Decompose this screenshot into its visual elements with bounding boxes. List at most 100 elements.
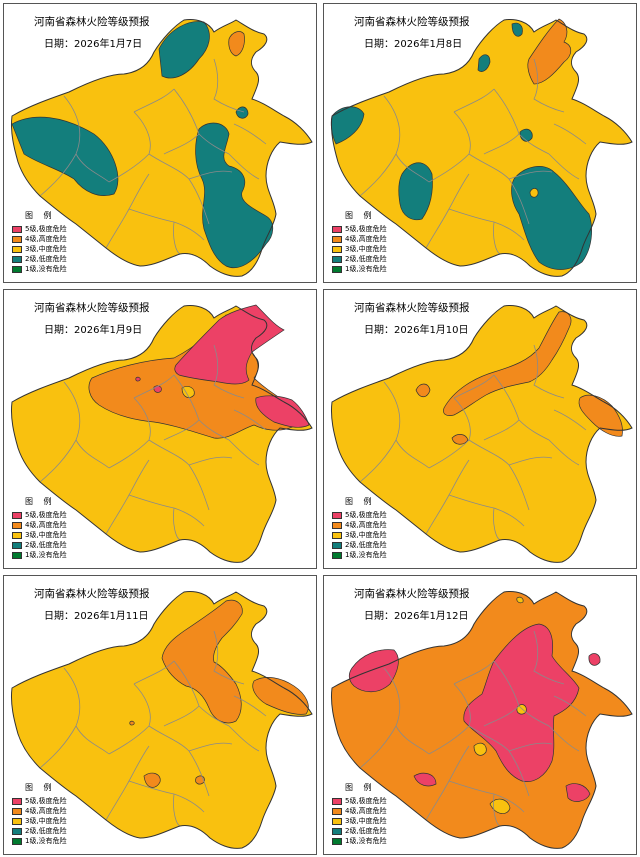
legend-item: 5级,极度危险 — [12, 796, 67, 806]
region-border — [553, 123, 587, 145]
legend-item: 2级,低度危险 — [332, 826, 387, 836]
legend-item: 4级,高度危险 — [12, 234, 67, 244]
region-border — [188, 742, 233, 752]
region-borders — [39, 344, 267, 541]
region-border — [163, 705, 200, 727]
region-borders — [359, 344, 587, 541]
province-outline — [331, 305, 633, 563]
zone-level5 — [463, 623, 580, 782]
region-border — [359, 153, 397, 197]
region-border — [188, 170, 233, 180]
region-borders — [359, 58, 587, 255]
henan-map — [11, 304, 313, 563]
map-panel-4: 河南省森林火险等级预报 日期：2026年1月10日 图 例 5级,极度危险 4级… — [323, 289, 637, 569]
region-border — [508, 170, 553, 180]
legend-title: 图 例 — [345, 497, 376, 506]
region-border — [228, 153, 260, 180]
zone-level2 — [477, 54, 491, 72]
zone-level3 — [516, 596, 524, 604]
legend-item: 3级,中度危险 — [12, 816, 67, 826]
legend-item: 5级,极度危险 — [332, 796, 387, 806]
region-border — [39, 153, 77, 197]
region-border — [548, 439, 580, 466]
region-borders — [39, 58, 267, 255]
map-panel-2: 河南省森林火险等级预报 日期：2026年1月8日 图 例 5级,极度危险 4级,… — [323, 3, 637, 283]
date-value: 2026年1月10日 — [394, 325, 469, 336]
date-value: 2026年1月11日 — [74, 611, 149, 622]
zone-level2 — [511, 22, 523, 37]
map-title: 河南省森林火险等级预报 — [354, 588, 470, 600]
region-border — [493, 507, 501, 541]
region-border — [493, 221, 501, 255]
region-border — [133, 660, 175, 685]
legend-item: 4级,高度危险 — [332, 234, 387, 244]
map-date: 日期：2026年1月9日 — [44, 321, 142, 336]
region-border — [533, 630, 565, 685]
henan-map — [11, 591, 313, 849]
region-border — [553, 695, 587, 717]
region-border — [173, 793, 181, 827]
legend-item: 1级,没有危险 — [332, 550, 387, 560]
legend-title: 图 例 — [25, 497, 56, 506]
map-date: 日期：2026年1月8日 — [364, 35, 462, 50]
map-date: 日期：2026年1月12日 — [364, 607, 469, 622]
province-shape — [331, 305, 632, 563]
zone-level4 — [578, 394, 623, 437]
province-outline — [11, 591, 313, 849]
zone-level2 — [195, 122, 274, 268]
region-border — [39, 439, 77, 483]
hazard-zones — [330, 18, 592, 270]
zone-level2 — [11, 116, 119, 196]
legend-item: 4级,高度危险 — [12, 806, 67, 816]
zone-level5 — [348, 649, 399, 693]
region-border — [533, 58, 565, 113]
hazard-zones — [348, 596, 601, 814]
region-border — [213, 630, 245, 685]
region-border — [453, 88, 495, 113]
zone-level4 — [415, 383, 431, 398]
date-label: 日期： — [44, 611, 74, 622]
date-value: 2026年1月8日 — [394, 39, 463, 50]
region-border — [508, 742, 553, 752]
zone-level5 — [413, 772, 437, 787]
region-border — [233, 123, 267, 145]
zone-level3 — [473, 742, 487, 756]
date-value: 2026年1月7日 — [74, 39, 143, 50]
region-border — [548, 153, 580, 180]
legend-item: 3级,中度危险 — [332, 244, 387, 254]
region-border — [383, 95, 430, 183]
zone-level5 — [588, 653, 601, 666]
province-fill — [331, 305, 632, 563]
province-outline — [11, 19, 313, 277]
region-border — [493, 793, 501, 827]
henan-map — [330, 18, 633, 277]
legend-item: 5级,极度危险 — [332, 510, 387, 520]
zone-level4 — [228, 31, 245, 57]
hazard-zones — [129, 599, 309, 788]
legend-item: 1级,没有危险 — [12, 550, 67, 560]
legend-item: 3级,中度危险 — [332, 530, 387, 540]
date-label: 日期： — [44, 39, 74, 50]
region-border — [383, 381, 430, 469]
region-border — [63, 95, 110, 183]
legend-item: 4级,高度危险 — [332, 520, 387, 530]
henan-map — [331, 591, 633, 849]
region-border — [533, 344, 565, 399]
zone-level4 — [451, 434, 469, 445]
region-border — [173, 507, 181, 541]
map-title: 河南省森林火险等级预报 — [34, 16, 150, 28]
date-label: 日期： — [364, 39, 394, 50]
legend: 图 例 5级,极度危险 4级,高度危险 3级,中度危险 2级,低度危险 1级,没… — [332, 210, 387, 274]
legend-item: 2级,低度危险 — [332, 540, 387, 550]
region-border — [133, 88, 175, 113]
legend-item: 1级,没有危险 — [12, 836, 67, 846]
legend-item: 4级,高度危险 — [332, 806, 387, 816]
region-border — [233, 409, 267, 431]
legend-item: 2级,低度危险 — [12, 254, 67, 264]
region-border — [63, 667, 110, 755]
zone-level3 — [181, 386, 195, 398]
zone-level3 — [516, 704, 527, 715]
zone-level4 — [129, 720, 135, 726]
region-border — [163, 133, 200, 155]
zone-level4 — [252, 677, 309, 715]
